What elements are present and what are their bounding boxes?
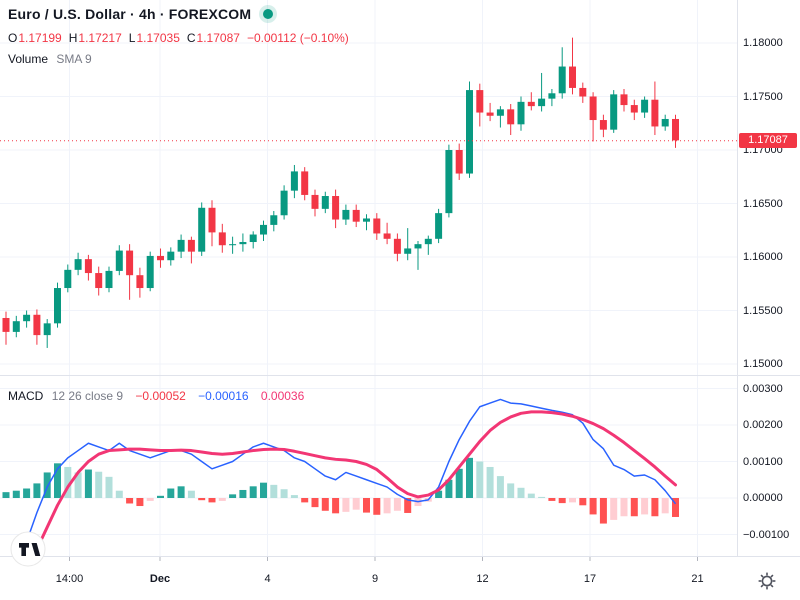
open-label: O [8,31,18,45]
close-label: C [186,31,196,45]
macd-line-value: −0.00016 [198,389,249,403]
low-value: 1.17035 [136,31,180,45]
macd-axis-label: 0.00300 [743,382,783,395]
volume-legend[interactable]: Volume SMA 9 [8,52,92,66]
macd-histogram [2,457,679,524]
timezone-settings-button[interactable] [752,566,782,596]
logo-glyph-v [31,543,41,556]
macd-axis-label: 0.00000 [743,492,783,504]
price-axis-label: 1.18000 [743,37,783,49]
macd-params: 12 26 close 9 [51,389,124,403]
macd-line [20,398,677,556]
gear-icon [758,572,776,590]
time-axis-label: 12 [476,573,489,585]
price-axis-label: 1.15500 [743,304,783,317]
price-axis-label: 1.16500 [743,197,783,210]
macd-signal-value: 0.00036 [260,389,305,403]
macd-legend[interactable]: MACD 12 26 close 9 −0.00052 −0.00016 0.0… [8,389,304,403]
high-value: 1.17217 [78,31,122,45]
ohlc-row: O1.17199 H1.17217 L1.17035 C1.17087 −0.00112… [8,31,349,45]
time-axis-label: 17 [583,573,597,585]
logo-glyph-t [19,543,29,556]
logo-circle [10,531,46,567]
close-value: 1.17087 [196,31,240,45]
candlestick-series [2,37,679,348]
macd-hist-value: −0.00052 [135,389,186,403]
time-axis-label: 9 [371,573,379,585]
macd-label: MACD [8,389,44,403]
macd-signal-line [31,410,677,556]
price-axis-label: 1.16000 [743,251,783,263]
low-label: L [128,31,136,45]
pane-separators [0,0,800,557]
macd-axis-label: 0.00200 [743,419,783,431]
time-axis-label: 14:00 [55,573,84,585]
symbol-legend[interactable]: Euro / U.S. Dollar · 4h · FOREXCOM [8,6,274,22]
change-value: −0.00112 (−0.10%) [246,31,349,45]
macd-pane [2,398,679,556]
volume-param: SMA 9 [56,52,92,66]
macd-axis-label: 0.00100 [743,455,783,468]
time-axis-label: 21 [691,573,704,585]
time-axis-label: Dec [149,573,171,585]
time-axis-label: 4 [264,573,271,585]
open-value: 1.17199 [18,31,62,45]
high-label: H [68,31,78,45]
volume-label: Volume [8,52,49,66]
price-axis-label: 1.17500 [743,90,783,103]
macd-axis-label: −0.00100 [743,528,790,541]
market-status-icon [263,9,274,19]
tradingview-logo[interactable] [6,528,66,568]
symbol-title: Euro / U.S. Dollar · 4h · FOREXCOM [8,6,252,22]
last-price-badge: 1.17087 [739,133,797,149]
time-axis-ticks [69,557,698,561]
price-axis-label: 1.15000 [743,358,783,370]
